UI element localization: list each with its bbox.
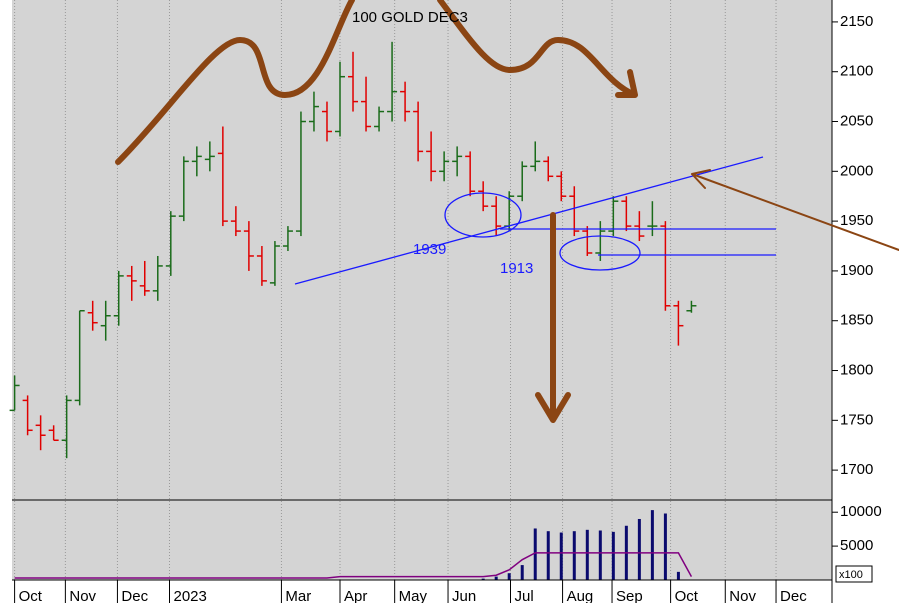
volume-tick-label: 5000 [840, 537, 873, 554]
x-tick-label: Sep [616, 588, 643, 603]
x-tick-label: Dec [780, 588, 807, 603]
x-tick-label: Apr [344, 588, 367, 603]
x-tick-label: Mar [285, 588, 311, 603]
x-tick-label: May [399, 588, 428, 603]
y-tick-label: 1900 [840, 262, 873, 279]
y-tick-label: 1850 [840, 312, 873, 329]
x-tick-label: Nov [729, 588, 756, 603]
plot-background [12, 0, 832, 580]
x-tick-label: Nov [69, 588, 96, 603]
annotation: 1913 [500, 260, 533, 277]
x-tick-label: Oct [675, 588, 699, 603]
chart-title: 100 GOLD DEC3 [352, 9, 468, 26]
chart: 100 GOLD DEC3 1939 1913 x100 1700 1750 180… [0, 0, 899, 603]
y-tick-label: 1700 [840, 461, 873, 478]
x-tick-label: Oct [19, 588, 43, 603]
x-tick-label: 2023 [173, 588, 206, 603]
x-tick-label: Jul [515, 588, 534, 603]
y-tick-label: 1950 [840, 212, 873, 229]
annotation: 1939 [413, 241, 446, 258]
volume-scale-label: x100 [839, 569, 863, 581]
y-tick-label: 2050 [840, 112, 873, 129]
x-tick-label: Jun [452, 588, 476, 603]
x-tick-label: Dec [121, 588, 148, 603]
y-tick-label: 2000 [840, 162, 873, 179]
y-tick-label: 2100 [840, 63, 873, 80]
volume-tick-label: 10000 [840, 503, 882, 520]
y-tick-label: 2150 [840, 13, 873, 30]
y-tick-label: 1750 [840, 411, 873, 428]
y-tick-label: 1800 [840, 361, 873, 378]
x-tick-label: Aug [567, 588, 594, 603]
